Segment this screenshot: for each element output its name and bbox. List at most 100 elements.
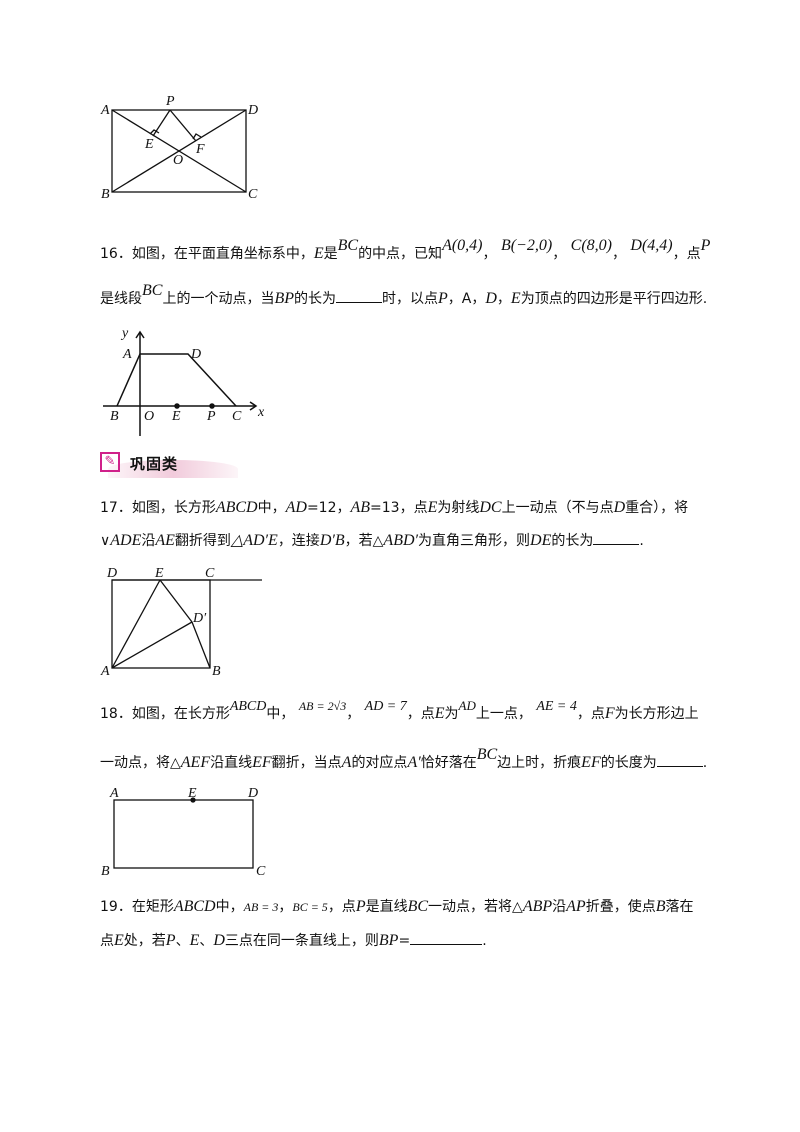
answer-blank[interactable]: [656, 752, 703, 767]
text: 是线段: [100, 291, 142, 307]
math: ABCD: [173, 898, 216, 915]
section-header-decoration: [108, 460, 238, 478]
svg-text:A: A: [109, 786, 119, 801]
text: .: [482, 933, 487, 949]
text: 落在: [665, 899, 694, 915]
svg-text:D: D: [106, 566, 117, 581]
svg-text:A: A: [100, 103, 110, 118]
svg-text:P: P: [165, 94, 175, 109]
text: 处，若: [123, 933, 166, 949]
text: ，点: [327, 899, 356, 915]
text: 重合），将: [625, 500, 689, 516]
svg-text:O: O: [144, 409, 154, 424]
text: 时，以点: [382, 291, 438, 307]
q16-line-2: 是线段BC上的一个动点，当BP的长为 时，以点P，A，D，E为顶点的四边形是平行四…: [100, 282, 707, 309]
svg-text:B: B: [101, 187, 110, 202]
math: ABD′: [383, 532, 419, 549]
text: 点: [100, 933, 114, 949]
text: .: [702, 755, 708, 771]
q18-line-1: 18．如图，在长方形ABCD中， AB = 2√3， AD = 7，点E为AD上…: [100, 698, 699, 725]
answer-blank[interactable]: [593, 530, 640, 545]
text: ，: [278, 899, 293, 915]
svg-text:A: A: [122, 347, 132, 362]
text: ，: [552, 246, 567, 262]
svg-text:E: E: [144, 137, 154, 152]
text: 的对应点: [351, 755, 408, 771]
text: 恰好落在: [420, 755, 477, 771]
math: EF: [581, 754, 601, 771]
figure-coordinate-labels: y x A D B O E P C: [110, 326, 265, 424]
text: 折叠，使点: [585, 899, 656, 915]
figure-rectangle-e-labels: A E D B C: [101, 786, 266, 879]
text: =13，点: [370, 500, 428, 516]
figure-fold-rectangle: [111, 579, 262, 669]
text: =: [398, 933, 411, 949]
math: AD: [458, 698, 476, 713]
math: AD = 7: [364, 699, 407, 714]
figure-rectangle-pef-labels: A P D E F O B C: [100, 94, 258, 202]
math: AD: [285, 499, 307, 516]
svg-text:F: F: [195, 142, 205, 157]
math: A(0,4): [442, 237, 483, 254]
text: 上一动点（不与点: [501, 500, 614, 516]
figure-fold-labels: D E C D′ A B: [100, 566, 221, 679]
text: ，点: [576, 706, 605, 722]
text: 上的一个动点，当: [162, 291, 275, 307]
text: ，若△: [344, 533, 384, 549]
math: D: [485, 290, 497, 307]
math: AE = 4: [536, 699, 577, 714]
math: D(4,4): [630, 237, 673, 254]
text: 是: [323, 246, 338, 262]
math: E: [189, 932, 200, 949]
text: 、: [175, 933, 190, 949]
math: A′: [407, 754, 421, 771]
text: 19．在矩形: [100, 899, 174, 915]
text: ，A，: [447, 291, 486, 307]
text: 上一点，: [475, 706, 532, 722]
text: 沿直线: [210, 755, 253, 771]
svg-text:B: B: [212, 664, 221, 679]
text: 的中点，已知: [358, 246, 443, 262]
q19-line-1: 19．在矩形ABCD中，AB = 3，BC = 5，点P是直线BC一动点，若将△…: [100, 897, 693, 917]
text: 为直角三角形，则: [418, 533, 531, 549]
math: AE: [155, 532, 175, 549]
text: ，点: [406, 706, 435, 722]
quill-icon: ✎: [100, 452, 120, 472]
math: AB: [350, 499, 371, 516]
text: 17．如图，长方形: [100, 500, 216, 516]
math: E: [313, 245, 324, 262]
svg-text:C: C: [205, 566, 215, 581]
svg-text:C: C: [232, 409, 242, 424]
text: ，: [346, 706, 361, 722]
math: P: [700, 237, 711, 254]
math: AP: [566, 898, 586, 915]
svg-text:E: E: [187, 786, 197, 801]
figure-rectangle-e: [113, 797, 254, 869]
text: 是直线: [365, 899, 408, 915]
math: AB = 2√3: [298, 699, 347, 713]
section-title: 巩固类: [130, 455, 179, 473]
text: 、: [199, 933, 214, 949]
text: 翻折，当点: [271, 755, 342, 771]
math: C(8,0): [570, 237, 612, 254]
math: BC: [476, 746, 498, 763]
figure-coordinate-trapezoid: [103, 330, 258, 436]
answer-blank[interactable]: [336, 288, 382, 303]
answer-blank[interactable]: [410, 930, 483, 945]
svg-text:B: B: [110, 409, 119, 424]
math: A: [341, 754, 352, 771]
math: DE: [530, 532, 552, 549]
q16-line-1: 16．如图，在平面直角坐标系中，E是BC的中点，已知A(0,4)， B(−2,0…: [100, 237, 710, 264]
math: E: [434, 705, 445, 722]
math: E: [510, 290, 521, 307]
text: ，: [611, 246, 626, 262]
math: E: [114, 932, 124, 949]
math: BC: [142, 282, 163, 299]
math: D: [613, 499, 626, 516]
math: BP: [378, 932, 399, 949]
q17-line-2: ∨ADE沿AE翻折得到△AD′E，连接D′B，若△ABD′为直角三角形，则DE的…: [100, 530, 644, 551]
svg-text:B: B: [101, 864, 110, 879]
svg-text:E: E: [171, 409, 181, 424]
svg-text:C: C: [248, 187, 258, 202]
